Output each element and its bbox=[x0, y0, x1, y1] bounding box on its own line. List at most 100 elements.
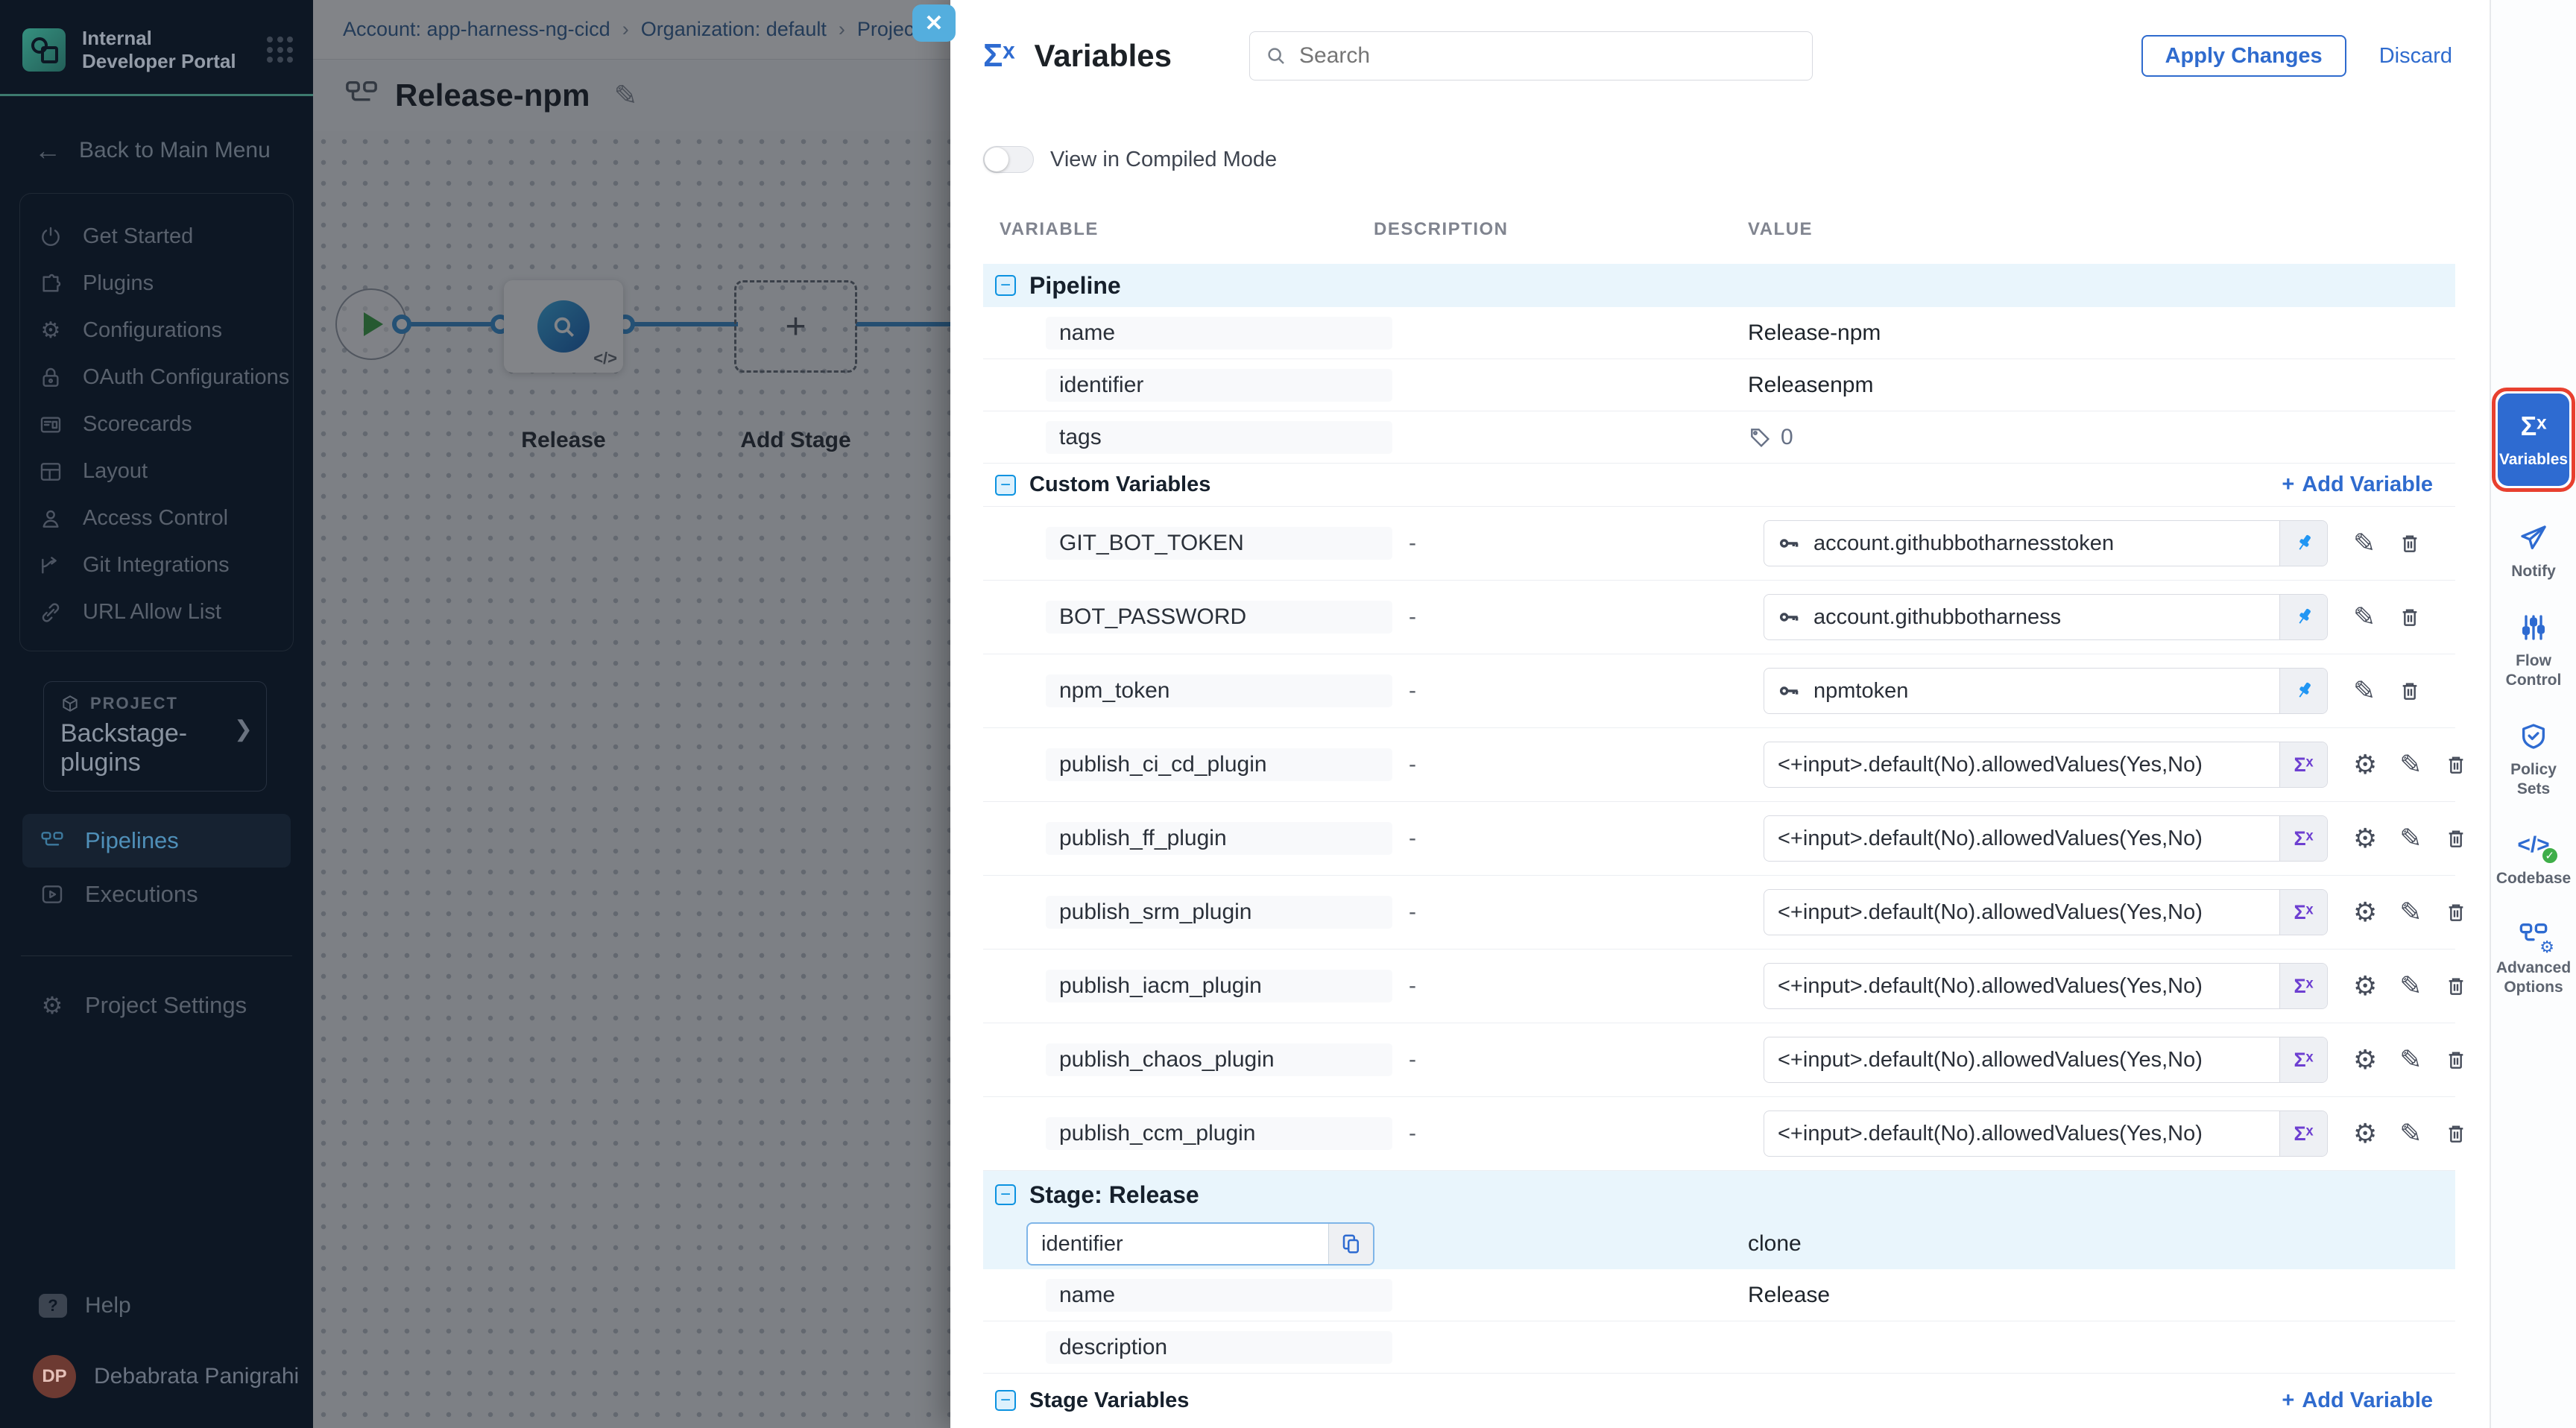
runtime-input-icon[interactable]: Σˣ bbox=[2279, 742, 2327, 787]
collapse-icon[interactable]: − bbox=[995, 1184, 1016, 1205]
back-to-main-menu[interactable]: ← Back to Main Menu bbox=[0, 96, 313, 166]
table-row: name Release bbox=[983, 1269, 2455, 1321]
runtime-input-icon[interactable]: Σˣ bbox=[2279, 1037, 2327, 1082]
delete-icon[interactable] bbox=[2398, 605, 2422, 629]
sidebar-item-scorecards[interactable]: Scorecards bbox=[20, 401, 293, 448]
compiled-mode-toggle[interactable] bbox=[983, 146, 1034, 173]
gears-icon: ⚙ bbox=[40, 318, 61, 343]
collapse-icon[interactable]: − bbox=[995, 1390, 1016, 1411]
variable-name-cell: npm_token bbox=[1046, 674, 1392, 707]
settings-icon[interactable]: ⚙ bbox=[2353, 823, 2378, 853]
runtime-value-input[interactable]: <+input>.default(No).allowedValues(Yes,N… bbox=[1764, 889, 2328, 935]
secret-value-input[interactable]: account.githubbotharness bbox=[1764, 594, 2328, 640]
edit-icon[interactable]: ✎ bbox=[2399, 823, 2422, 853]
tab-codebase[interactable]: </> ✓ Codebase bbox=[2493, 829, 2575, 888]
tab-flow-control[interactable]: Flow Control bbox=[2493, 611, 2575, 690]
runtime-input-icon[interactable]: Σˣ bbox=[2279, 964, 2327, 1008]
active-tab-highlight: Σˣ Variables bbox=[2492, 388, 2575, 492]
secret-value-input[interactable]: npmtoken bbox=[1764, 668, 2328, 714]
section-title: Custom Variables bbox=[1029, 473, 1211, 496]
left-sidebar: Internal Developer Portal ← Back to Main… bbox=[0, 0, 313, 1428]
runtime-input-icon[interactable]: Σˣ bbox=[2279, 1111, 2327, 1156]
sidebar-item-git-integrations[interactable]: Git Integrations bbox=[20, 542, 293, 589]
pin-icon[interactable] bbox=[2279, 521, 2327, 566]
modal-overlay[interactable] bbox=[313, 0, 951, 1428]
search-input[interactable] bbox=[1299, 43, 1746, 69]
drawer-header: Σˣ Variables Apply Changes Discard bbox=[950, 0, 2490, 112]
help-button[interactable]: ? Help bbox=[0, 1282, 313, 1330]
sidebar-item-oauth-configurations[interactable]: OAuth Configurations bbox=[20, 354, 293, 401]
tab-policy-sets[interactable]: Policy Sets bbox=[2493, 720, 2575, 799]
nav-label: Project Settings bbox=[85, 992, 247, 1018]
runtime-input-icon[interactable]: Σˣ bbox=[2279, 816, 2327, 861]
sidebar-item-pipelines[interactable]: Pipelines bbox=[22, 814, 291, 868]
avatar: DP bbox=[33, 1355, 76, 1398]
tab-variables[interactable]: Σˣ Variables bbox=[2498, 394, 2569, 486]
sidebar-item-get-started[interactable]: Get Started bbox=[20, 213, 293, 260]
runtime-value-input[interactable]: <+input>.default(No).allowedValues(Yes,N… bbox=[1764, 1111, 2328, 1157]
delete-icon[interactable] bbox=[2444, 753, 2468, 777]
sidebar-item-url-allow-list[interactable]: URL Allow List bbox=[20, 589, 293, 636]
edit-icon[interactable]: ✎ bbox=[2399, 1044, 2422, 1075]
identifier-field[interactable] bbox=[1028, 1224, 1328, 1264]
cube-icon bbox=[63, 695, 78, 712]
tab-notify[interactable]: Notify bbox=[2493, 522, 2575, 581]
sidebar-item-project-settings[interactable]: ⚙ Project Settings bbox=[22, 979, 291, 1032]
puzzle-icon bbox=[38, 271, 63, 297]
collapse-icon[interactable]: − bbox=[995, 474, 1016, 496]
delete-icon[interactable] bbox=[2444, 900, 2468, 924]
delete-icon[interactable] bbox=[2398, 531, 2422, 555]
search-box[interactable] bbox=[1249, 31, 1813, 80]
secret-value-input[interactable]: account.githubbotharnesstoken bbox=[1764, 520, 2328, 566]
copy-icon[interactable] bbox=[1328, 1224, 1373, 1264]
settings-icon[interactable]: ⚙ bbox=[2353, 970, 2378, 1001]
edit-icon[interactable]: ✎ bbox=[2399, 749, 2422, 780]
runtime-value-input[interactable]: <+input>.default(No).allowedValues(Yes,N… bbox=[1764, 1037, 2328, 1083]
project-selector[interactable]: PROJECT Backstage-plugins ❯ bbox=[43, 681, 267, 792]
edit-icon[interactable]: ✎ bbox=[2353, 601, 2376, 632]
runtime-value-input[interactable]: <+input>.default(No).allowedValues(Yes,N… bbox=[1764, 815, 2328, 862]
collapse-icon[interactable]: − bbox=[995, 275, 1016, 296]
discard-button[interactable]: Discard bbox=[2378, 43, 2452, 68]
sidebar-item-plugins[interactable]: Plugins bbox=[20, 260, 293, 307]
table-row: tags 0 bbox=[983, 411, 2455, 464]
edit-icon[interactable]: ✎ bbox=[2399, 897, 2422, 927]
delete-icon[interactable] bbox=[2444, 827, 2468, 850]
close-drawer-button[interactable]: ✕ bbox=[912, 4, 956, 42]
delete-icon[interactable] bbox=[2444, 1122, 2468, 1146]
sidebar-item-configurations[interactable]: ⚙ Configurations bbox=[20, 307, 293, 354]
tab-label: Codebase bbox=[2496, 870, 2572, 887]
sidebar-item-executions[interactable]: Executions bbox=[22, 868, 291, 921]
delete-icon[interactable] bbox=[2444, 1048, 2468, 1072]
lock-icon bbox=[38, 365, 63, 391]
pin-icon[interactable] bbox=[2279, 595, 2327, 639]
sidebar-item-access-control[interactable]: Access Control bbox=[20, 495, 293, 542]
edit-icon[interactable]: ✎ bbox=[2399, 970, 2422, 1001]
runtime-value-input[interactable]: <+input>.default(No).allowedValues(Yes,N… bbox=[1764, 742, 2328, 788]
user-menu[interactable]: DP Debabrata Panigrahi bbox=[0, 1330, 313, 1428]
advanced-options-icon: ⚙ bbox=[2519, 918, 2554, 956]
edit-icon[interactable]: ✎ bbox=[2353, 675, 2376, 706]
table-header: VARIABLE DESCRIPTION VALUE bbox=[983, 216, 2455, 243]
settings-icon[interactable]: ⚙ bbox=[2353, 897, 2378, 927]
runtime-input-icon[interactable]: Σˣ bbox=[2279, 890, 2327, 935]
sidebar-item-layout[interactable]: Layout bbox=[20, 448, 293, 495]
pin-icon[interactable] bbox=[2279, 669, 2327, 713]
settings-icon[interactable]: ⚙ bbox=[2353, 749, 2378, 780]
add-variable-button[interactable]: + Add Variable bbox=[2282, 1388, 2433, 1412]
apply-changes-button[interactable]: Apply Changes bbox=[2141, 35, 2346, 77]
variable-name-cell: publish_srm_plugin bbox=[1046, 896, 1392, 929]
delete-icon[interactable] bbox=[2398, 679, 2422, 703]
settings-icon[interactable]: ⚙ bbox=[2353, 1044, 2378, 1075]
value-cell: Releasenpm bbox=[1748, 372, 1874, 397]
settings-icon[interactable]: ⚙ bbox=[2353, 1118, 2378, 1149]
runtime-value-input[interactable]: <+input>.default(No).allowedValues(Yes,N… bbox=[1764, 963, 2328, 1009]
add-variable-button[interactable]: + Add Variable bbox=[2282, 473, 2433, 496]
apps-grid-icon[interactable] bbox=[267, 37, 294, 63]
edit-icon[interactable]: ✎ bbox=[2353, 528, 2376, 558]
column-description: DESCRIPTION bbox=[1374, 219, 1509, 239]
edit-icon[interactable]: ✎ bbox=[2399, 1118, 2422, 1149]
identifier-input[interactable] bbox=[1026, 1222, 1374, 1266]
delete-icon[interactable] bbox=[2444, 974, 2468, 998]
tab-advanced-options[interactable]: ⚙ Advanced Options bbox=[2493, 918, 2575, 997]
